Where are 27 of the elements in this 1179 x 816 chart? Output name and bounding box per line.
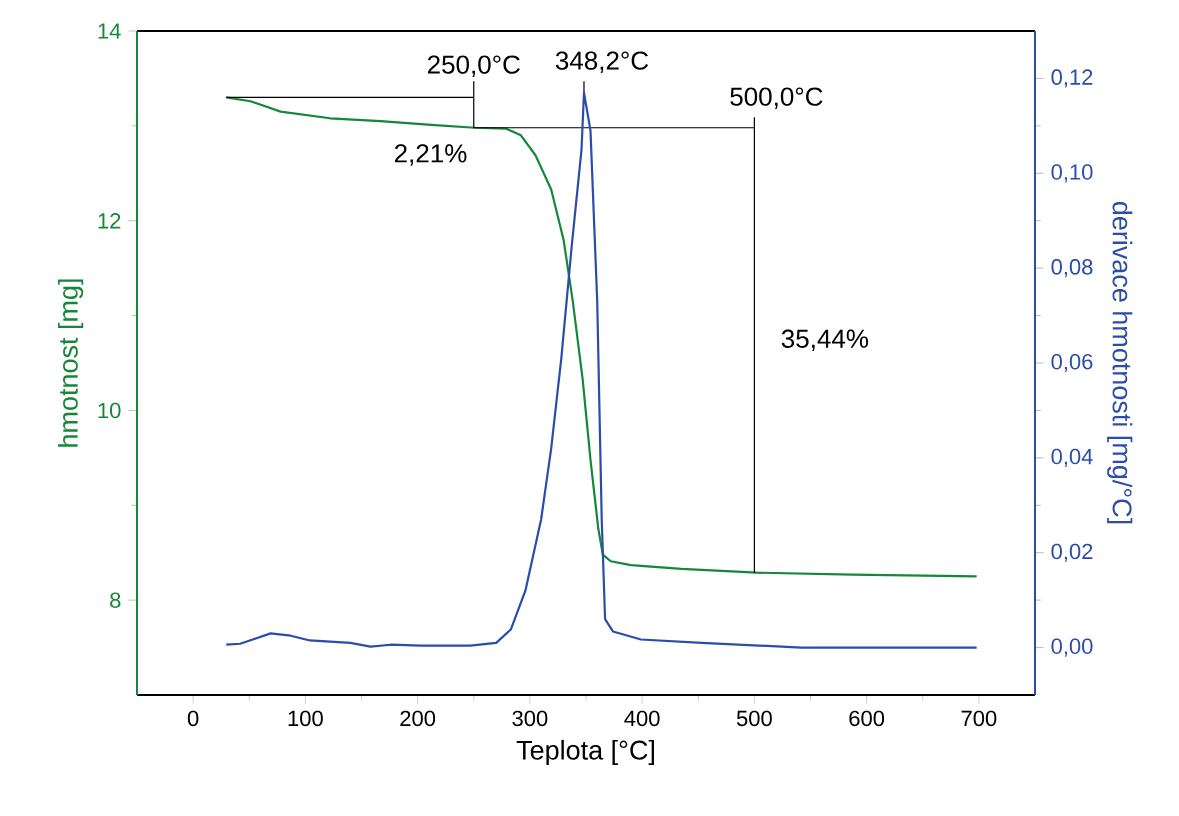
x-axis-title: Teplota [°C]: [516, 739, 654, 766]
y-axis-title: hmotnost [mg]: [58, 279, 84, 447]
annotation: 250,0°C: [427, 55, 520, 77]
annotation: 348,2°C: [555, 51, 649, 73]
y-tick-label: 12: [98, 213, 121, 229]
y-tick-label: 10: [98, 402, 121, 419]
y2-tick-label: 0,10: [1051, 164, 1093, 183]
x-tick-label: 100: [288, 710, 323, 727]
y2-tick-label: 0,06: [1051, 353, 1093, 373]
y-tick-label: 14: [98, 23, 121, 39]
x-tick-label: 200: [400, 710, 436, 727]
x-tick-label: 0: [187, 710, 199, 727]
x-tick-label: 700: [961, 710, 997, 727]
annotation: 35,44%: [781, 329, 869, 351]
y2-tick-label: 0,08: [1051, 259, 1093, 278]
y2-tick-label: 0,04: [1051, 448, 1093, 467]
y-tick-label: 8: [110, 592, 121, 608]
annotation: 2,21%: [394, 144, 467, 166]
y2-axis-title: derivace hmotnosti [mg/°C]: [1107, 201, 1133, 524]
x-tick-label: 400: [624, 710, 660, 727]
x-tick-label: 300: [512, 710, 548, 727]
x-tick-label: 500: [736, 710, 772, 727]
y2-tick-label: 0,12: [1051, 69, 1093, 88]
y2-tick-label: 0,00: [1051, 638, 1093, 657]
x-tick-label: 600: [849, 710, 885, 727]
annotation: 500,0°C: [730, 87, 823, 109]
y2-tick-label: 0,02: [1051, 543, 1093, 562]
